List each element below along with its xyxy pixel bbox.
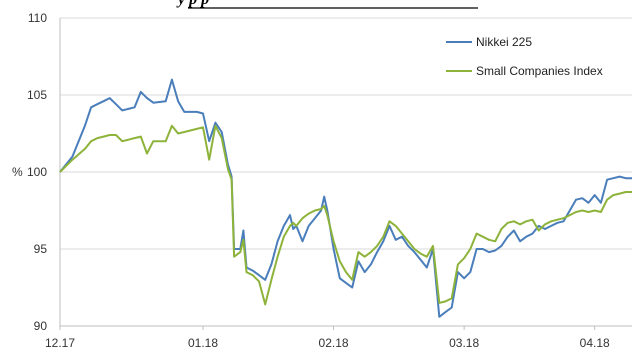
chart-title-fragment: y p p	[176, 0, 209, 8]
series-lines	[59, 78, 632, 318]
x-tick-label: 03.18	[449, 336, 479, 350]
x-tick-label: 12.17	[45, 336, 75, 350]
y-unit-label: %	[12, 165, 23, 179]
y-tick-label: 105	[27, 88, 47, 102]
x-tick-label: 04.18	[580, 336, 610, 350]
x-tick-label: 01.18	[188, 336, 218, 350]
series-line-small-companies-index	[59, 124, 632, 306]
x-tick-label: 02.18	[319, 336, 349, 350]
title-layer: y p p	[176, 0, 478, 9]
legend-label: Small Companies Index	[476, 64, 603, 78]
series-line-nikkei-225	[59, 78, 632, 318]
legend: Nikkei 225 Small Companies Index	[446, 35, 603, 78]
y-tick-label: 110	[28, 11, 47, 25]
y-tick-label: 95	[34, 242, 48, 256]
y-tick-label: 90	[34, 319, 48, 333]
y-tick-label: 100	[27, 165, 47, 179]
legend-label: Nikkei 225	[476, 35, 532, 49]
axes: 90 95 100 105 110% 12.17 01.18 02.18 03.18 04.18	[12, 11, 632, 350]
